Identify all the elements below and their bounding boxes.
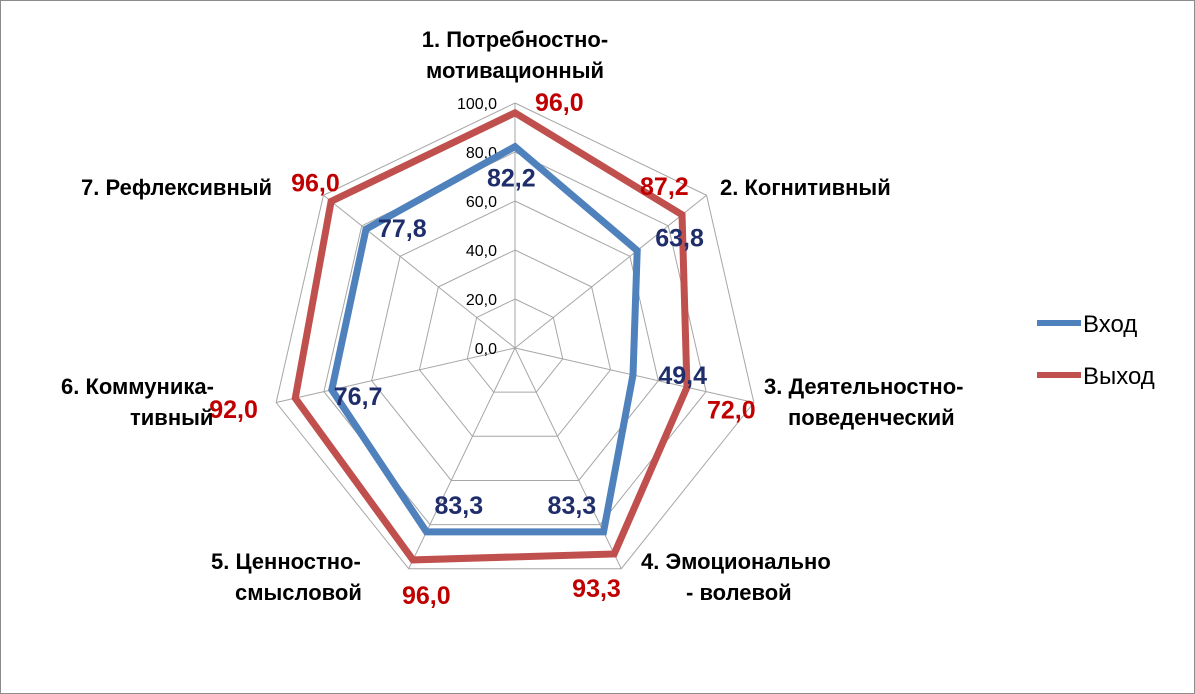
category-label-line: поведенческий bbox=[788, 405, 955, 430]
category-label-4: 4. Эмоционально - волевой bbox=[641, 549, 831, 605]
category-label-3: 3. Деятельностно-поведенческий bbox=[764, 374, 963, 430]
radial-tick-label: 20,0 bbox=[466, 292, 497, 309]
category-label-5: 5. Ценностно-смысловой bbox=[211, 549, 362, 605]
data-label-vyhod: 92,0 bbox=[209, 396, 258, 424]
category-label-line: смысловой bbox=[235, 580, 362, 605]
grid-spoke-2 bbox=[514, 194, 707, 349]
data-label-vyhod: 96,0 bbox=[402, 582, 451, 610]
grid-spoke-6 bbox=[276, 347, 516, 404]
category-label-line: 4. Эмоционально bbox=[641, 549, 831, 574]
legend-label-vhod: Вход bbox=[1083, 311, 1137, 338]
data-label-vhod: 83,3 bbox=[548, 492, 597, 520]
data-label-vyhod: 96,0 bbox=[291, 169, 340, 197]
category-label-line: 2. Когнитивный bbox=[720, 175, 891, 200]
grid-spoke-5 bbox=[408, 347, 516, 569]
data-label-vhod: 83,3 bbox=[434, 492, 483, 520]
radial-tick-label: 60,0 bbox=[466, 194, 497, 211]
data-label-vyhod: 72,0 bbox=[707, 396, 756, 424]
legend-label-vyhod: Выход bbox=[1083, 363, 1155, 390]
grid-ring-1 bbox=[466, 298, 564, 393]
data-label-vyhod: 87,2 bbox=[640, 173, 689, 201]
radial-tick-label: 100,0 bbox=[457, 96, 497, 113]
category-label-7: 7. Рефлексивный bbox=[81, 175, 272, 200]
category-label-line: мотивационный bbox=[426, 58, 604, 83]
category-label-2: 2. Когнитивный bbox=[720, 175, 891, 200]
data-label-vhod: 77,8 bbox=[378, 215, 427, 243]
data-label-vhod: 63,8 bbox=[655, 225, 704, 253]
grid-ring-4 bbox=[323, 151, 707, 526]
grid-ring-2 bbox=[418, 249, 612, 437]
category-label-line: 1. Потребностно- bbox=[422, 27, 608, 52]
radial-tick-label: 40,0 bbox=[466, 243, 497, 260]
grid-spoke-7 bbox=[323, 194, 516, 349]
category-labels: 1. Потребностно-мотивационный 2. Когнитив… bbox=[61, 27, 963, 605]
category-label-line: тивный bbox=[130, 405, 213, 430]
category-label-line: - волевой bbox=[686, 580, 792, 605]
category-label-line: 6. Коммуника- bbox=[61, 374, 214, 399]
category-label-line: 7. Рефлексивный bbox=[81, 175, 272, 200]
category-label-6: 6. Коммуника-тивный bbox=[61, 374, 214, 430]
data-labels: 82,2 63,8 49,4 83,3 83,3 76,7 77,8 96,0 87,2 72,0… bbox=[209, 89, 755, 610]
grid-spoke-4 bbox=[514, 347, 622, 569]
series-group bbox=[291, 108, 691, 564]
series-line-vhod bbox=[328, 142, 641, 536]
category-label-1: 1. Потребностно-мотивационный bbox=[422, 27, 608, 83]
data-label-vhod: 76,7 bbox=[334, 383, 383, 411]
series-line-vyhod bbox=[291, 108, 691, 564]
data-label-vhod: 49,4 bbox=[658, 362, 707, 390]
data-label-vyhod: 93,3 bbox=[572, 575, 621, 603]
data-label-vyhod: 96,0 bbox=[535, 89, 584, 117]
category-label-line: 3. Деятельностно- bbox=[764, 374, 963, 399]
legend: Вход Выход bbox=[1037, 311, 1155, 390]
category-label-line: 5. Ценностно- bbox=[211, 549, 361, 574]
grid-ring-5 bbox=[275, 102, 755, 570]
radial-tick-label: 0,0 bbox=[475, 341, 497, 358]
data-label-vhod: 82,2 bbox=[487, 165, 536, 193]
